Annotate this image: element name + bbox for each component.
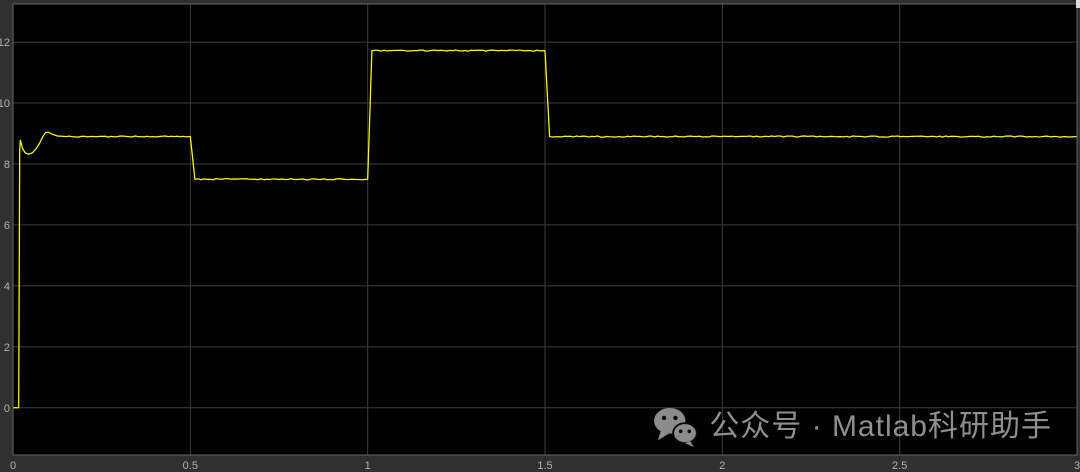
x-tick-label: 0.5 [183, 460, 198, 472]
x-tick-label: 0 [10, 460, 16, 472]
axes-border [12, 3, 1078, 456]
x-tick-label: 2 [719, 460, 725, 472]
y-tick-label: 2 [4, 342, 10, 354]
x-tick-label: 1.5 [537, 460, 552, 472]
y-tick-label: 6 [4, 220, 10, 232]
x-tick-label: 1 [365, 460, 371, 472]
y-tick-label: 10 [0, 98, 10, 110]
x-tick-label: 3 [1074, 460, 1080, 472]
y-tick-label: 0 [4, 403, 10, 415]
y-tick-label: 4 [4, 281, 10, 293]
scrollbar-fragment [1076, 0, 1080, 8]
scope-trace [13, 49, 1078, 409]
x-tick-label: 2.5 [892, 460, 907, 472]
y-tick-label: 8 [4, 159, 10, 171]
y-tick-label: 12 [0, 37, 10, 49]
